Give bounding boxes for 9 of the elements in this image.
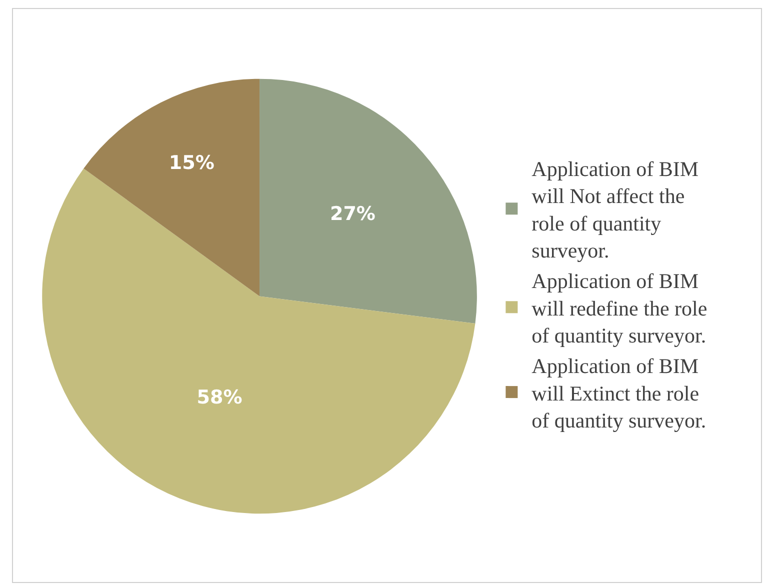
pie-slice [260,78,477,324]
pie-slice [84,78,260,296]
legend-label: Application of BIM will redefine the role of quantity surveyor. [532,269,708,348]
data-label: 15% [168,152,214,174]
pie-slice [42,168,476,514]
legend-label: Application of BIM will Extinct the role of quantity surveyor. [532,354,706,433]
data-label: 58% [196,386,242,408]
data-label: 27% [330,203,376,226]
legend-label: Application of BIM will Not affect the role of quantity surveyor. [532,156,699,263]
